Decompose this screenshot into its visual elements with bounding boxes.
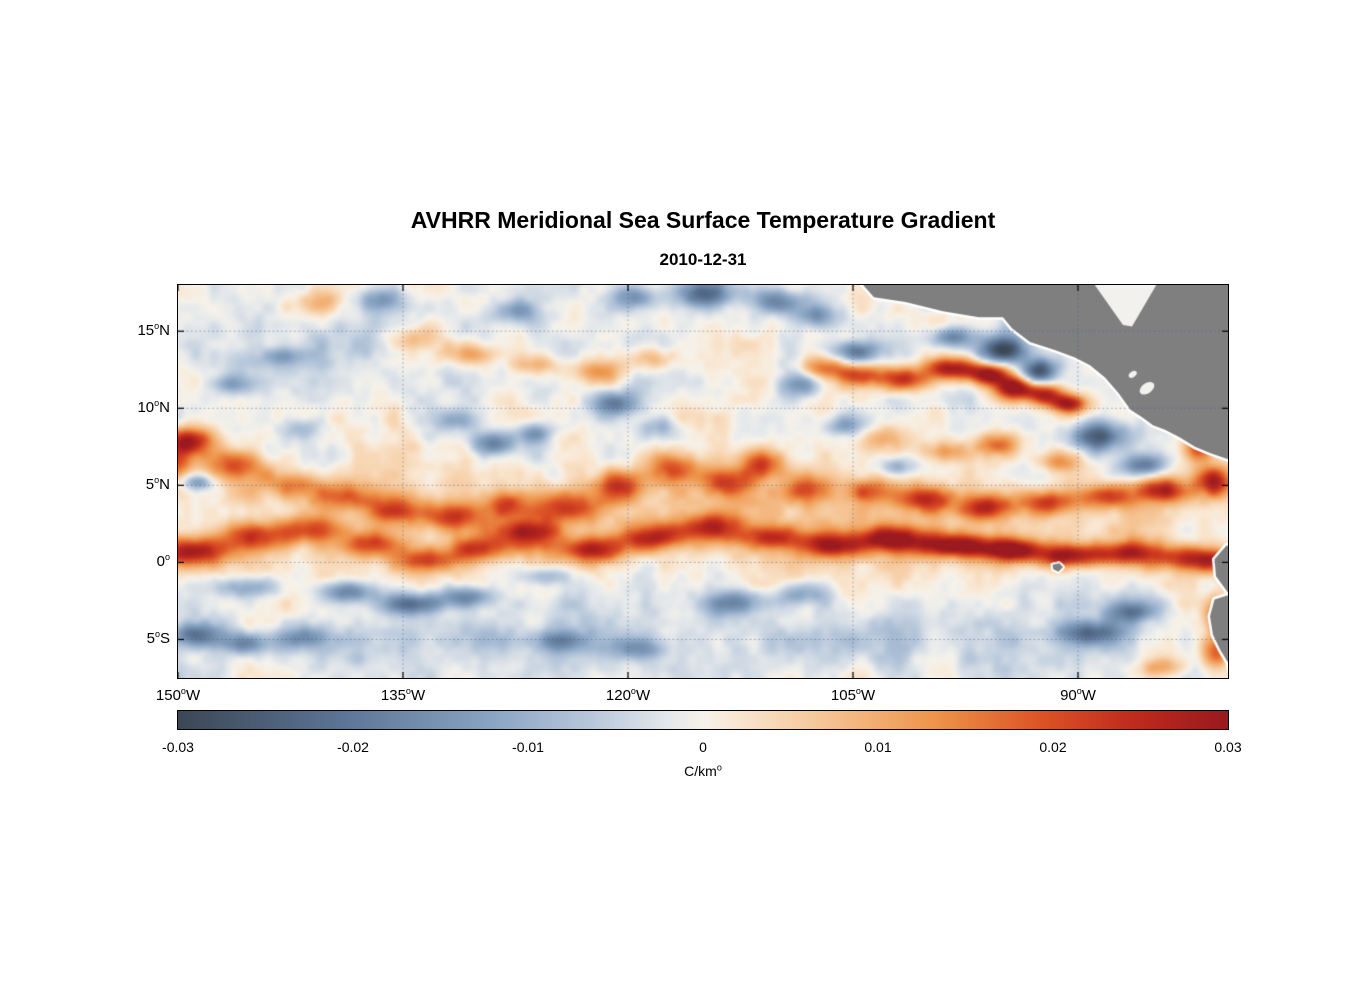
y-tick-label: 10oN bbox=[137, 398, 170, 417]
colorbar-canvas bbox=[178, 711, 1228, 729]
colorbar-tick-label: -0.01 bbox=[512, 739, 544, 755]
y-tick-label: 0o bbox=[156, 552, 170, 571]
colorbar-tick-label: 0 bbox=[699, 739, 707, 755]
x-tick-label: 105oW bbox=[830, 686, 876, 705]
chart-title: AVHRR Meridional Sea Surface Temperature… bbox=[410, 207, 996, 233]
colorbar-tick-label: 0.02 bbox=[1039, 739, 1067, 755]
colorbar-units-label: C/kmo bbox=[684, 762, 722, 779]
x-tick-label: 150oW bbox=[155, 686, 201, 705]
colorbar-tick-label: 0.03 bbox=[1214, 739, 1242, 755]
y-tick-label: 5oN bbox=[145, 475, 170, 494]
colorbar-tick-label: -0.02 bbox=[337, 739, 369, 755]
chart-subtitle: 2010-12-31 bbox=[659, 250, 747, 269]
plot-frame bbox=[176, 283, 1229, 679]
heatmap-canvas bbox=[177, 284, 1228, 678]
x-tick-label: 90oW bbox=[1060, 686, 1096, 705]
colorbar-tick-label: -0.03 bbox=[162, 739, 194, 755]
x-tick-label: 135oW bbox=[380, 686, 426, 705]
y-tick-label: 15oN bbox=[137, 321, 170, 340]
x-tick-label: 120oW bbox=[605, 686, 651, 705]
colorbar-tick-label: 0.01 bbox=[864, 739, 892, 755]
y-tick-label: 5oS bbox=[146, 629, 170, 648]
colorbar bbox=[177, 710, 1229, 730]
